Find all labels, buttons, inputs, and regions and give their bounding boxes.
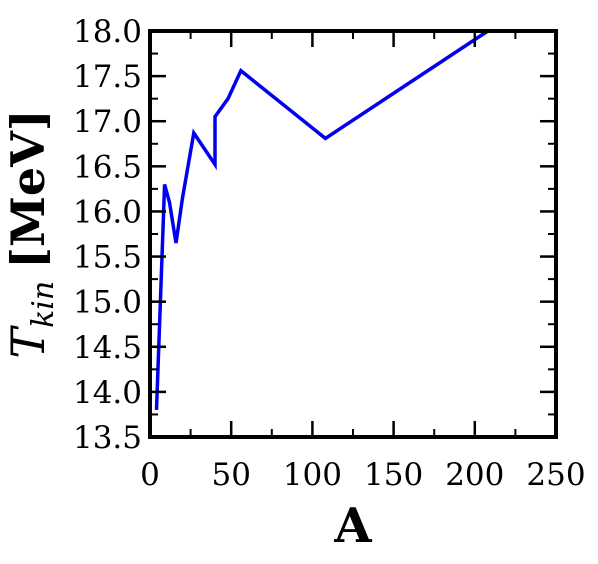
x-axis-title: A xyxy=(333,498,372,554)
y-tick-label: 17.5 xyxy=(73,59,142,95)
y-tick-label: 18.0 xyxy=(73,14,142,50)
y-axis-unit: [MeV] xyxy=(1,109,55,268)
ticks-layer xyxy=(148,29,558,439)
series-layer xyxy=(154,29,489,410)
x-tick-label: 0 xyxy=(140,457,160,493)
x-tick-label: 100 xyxy=(283,457,342,493)
y-axis-subscript: kin xyxy=(26,281,61,328)
y-tick-label: 13.5 xyxy=(73,420,142,456)
x-tick-label: 250 xyxy=(526,457,585,493)
tick-labels-layer: 0 50 100 150 200 250 13.5 14.0 14.5 15.0 15.5 16.0 1… xyxy=(73,14,586,493)
y-tick-label: 14.5 xyxy=(73,330,142,366)
y-axis-title: Tkin [MeV] xyxy=(1,109,61,358)
y-axis-symbol: T xyxy=(1,325,55,359)
series-line-0 xyxy=(154,29,489,410)
x-tick-label: 200 xyxy=(445,457,504,493)
y-tick-label: 15.5 xyxy=(73,240,142,276)
x-tick-label: 150 xyxy=(364,457,423,493)
y-tick-label: 17.0 xyxy=(73,104,142,140)
y-tick-label: 15.0 xyxy=(73,285,142,321)
y-tick-label: 16.0 xyxy=(73,194,142,230)
y-tick-label: 14.0 xyxy=(73,375,142,411)
plot-frame xyxy=(148,29,558,439)
y-tick-label: 16.5 xyxy=(73,149,142,185)
x-tick-label: 50 xyxy=(211,457,250,493)
